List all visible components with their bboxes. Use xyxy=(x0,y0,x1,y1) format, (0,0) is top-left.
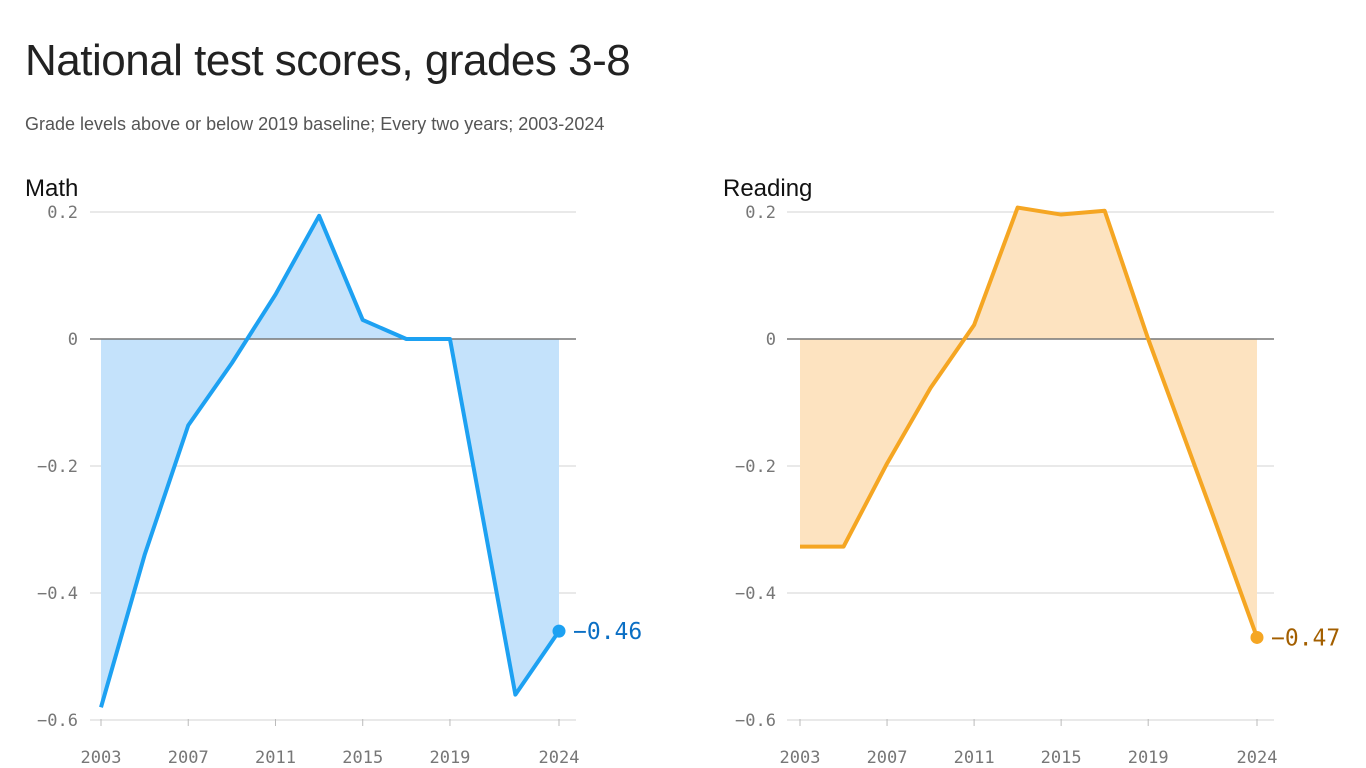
x-tick-label: 2019 xyxy=(429,748,470,768)
x-tick-label: 2007 xyxy=(867,748,908,768)
chart-subtitle: Grade levels above or below 2019 baselin… xyxy=(25,114,605,134)
y-tick-label: −0.2 xyxy=(735,457,776,477)
x-tick-label: 2024 xyxy=(1237,748,1278,768)
x-tick-label: 2011 xyxy=(954,748,995,768)
y-tick-label: 0.2 xyxy=(745,203,776,223)
x-tick-label: 2024 xyxy=(539,748,580,768)
x-tick-label: 2003 xyxy=(780,748,821,768)
end-point-marker xyxy=(552,624,566,638)
x-tick-label: 2011 xyxy=(255,748,296,768)
x-tick-label: 2015 xyxy=(342,748,383,768)
y-tick-label: −0.6 xyxy=(735,711,776,731)
x-tick-label: 2007 xyxy=(168,748,209,768)
series-area xyxy=(101,215,559,708)
y-tick-label: −0.2 xyxy=(37,457,78,477)
panel-title: Reading xyxy=(723,175,812,202)
x-tick-label: 2019 xyxy=(1128,748,1169,768)
end-value-label: −0.47 xyxy=(1271,625,1340,651)
y-tick-label: 0.2 xyxy=(47,203,78,223)
y-tick-label: −0.4 xyxy=(735,584,776,604)
series-area xyxy=(800,207,1257,638)
end-value-label: −0.46 xyxy=(573,619,642,645)
x-tick-label: 2003 xyxy=(81,748,122,768)
end-point-marker xyxy=(1250,630,1264,644)
y-tick-label: 0 xyxy=(68,330,78,350)
x-tick-label: 2015 xyxy=(1041,748,1082,768)
panel-title: Math xyxy=(25,175,78,202)
y-tick-label: 0 xyxy=(766,330,776,350)
y-tick-label: −0.4 xyxy=(37,584,78,604)
y-tick-label: −0.6 xyxy=(37,711,78,731)
chart-title: National test scores, grades 3-8 xyxy=(25,36,631,85)
